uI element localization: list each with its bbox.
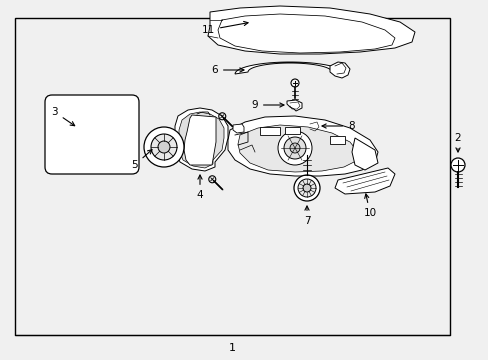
Circle shape [143, 127, 183, 167]
Polygon shape [286, 100, 302, 111]
Circle shape [450, 158, 464, 172]
Text: 1: 1 [228, 343, 236, 353]
FancyBboxPatch shape [45, 95, 139, 174]
Circle shape [278, 131, 311, 165]
Polygon shape [207, 6, 414, 54]
Text: 11: 11 [202, 22, 247, 35]
Circle shape [284, 137, 305, 159]
Circle shape [297, 179, 315, 197]
Polygon shape [227, 116, 377, 176]
Bar [260, 127, 280, 135]
Circle shape [289, 143, 299, 153]
Polygon shape [179, 112, 224, 168]
Polygon shape [232, 124, 244, 133]
Text: 8: 8 [322, 121, 354, 131]
Text: 4: 4 [196, 175, 203, 200]
Polygon shape [238, 125, 357, 172]
Text: 2: 2 [454, 133, 460, 152]
Text: 10: 10 [363, 194, 376, 218]
Polygon shape [329, 62, 349, 78]
Circle shape [151, 134, 177, 160]
Polygon shape [334, 168, 394, 194]
Polygon shape [351, 138, 377, 170]
Text: 9: 9 [251, 100, 284, 110]
Polygon shape [305, 120, 321, 133]
Polygon shape [235, 62, 345, 74]
Bar [15, 18, 449, 335]
Circle shape [158, 141, 170, 153]
Polygon shape [175, 108, 227, 171]
Text: 7: 7 [303, 206, 310, 226]
Polygon shape [183, 115, 216, 165]
Text: 5: 5 [131, 150, 152, 170]
Circle shape [293, 175, 319, 201]
Bar [285, 127, 299, 134]
Bar [329, 136, 345, 144]
Circle shape [303, 184, 310, 192]
Text: 6: 6 [211, 65, 244, 75]
Text: 3: 3 [51, 107, 75, 126]
